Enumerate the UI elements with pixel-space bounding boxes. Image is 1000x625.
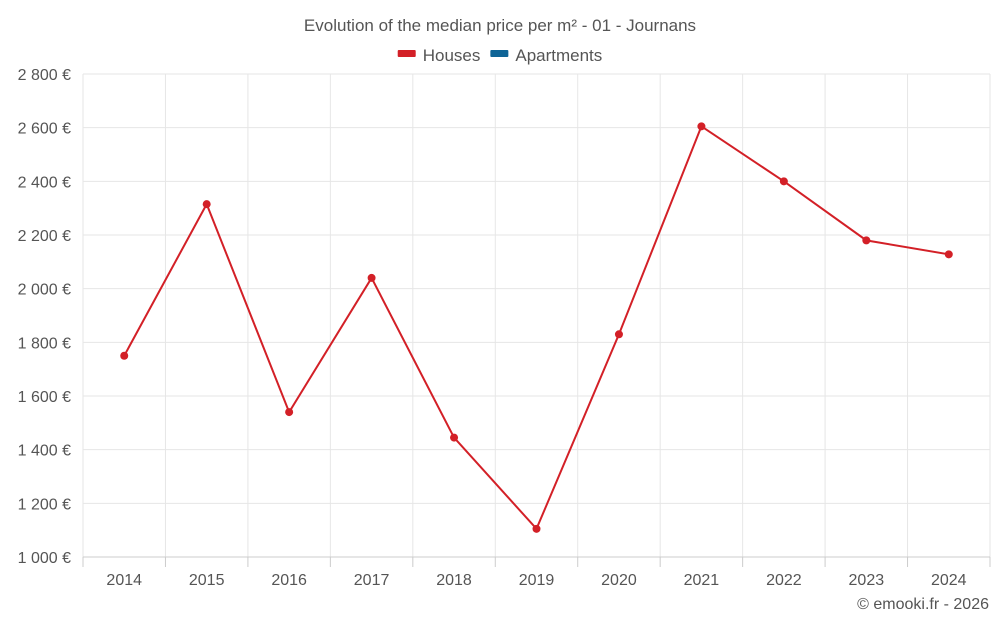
data-point-houses[interactable] xyxy=(614,330,623,339)
credit-text: © emooki.fr - 2026 xyxy=(857,596,989,613)
x-tick-label: 2024 xyxy=(931,572,967,589)
data-point-houses[interactable] xyxy=(862,236,871,245)
x-tick-label: 2015 xyxy=(189,572,225,589)
x-tick-label: 2017 xyxy=(354,572,390,589)
x-tick-label: 2014 xyxy=(106,572,142,589)
data-point-houses[interactable] xyxy=(532,524,541,533)
y-tick-label: 2 600 € xyxy=(18,121,71,138)
y-tick-label: 1 000 € xyxy=(18,550,71,567)
y-tick-label: 2 400 € xyxy=(18,174,71,191)
data-point-houses[interactable] xyxy=(944,250,953,259)
legend-swatch xyxy=(490,50,509,57)
legend-label: Apartments xyxy=(515,46,602,65)
data-point-houses[interactable] xyxy=(120,351,129,360)
chart-title: Evolution of the median price per m² - 0… xyxy=(304,16,696,35)
x-tick-label: 2019 xyxy=(519,572,555,589)
data-point-houses[interactable] xyxy=(367,273,376,282)
data-point-houses[interactable] xyxy=(779,177,788,186)
data-point-houses[interactable] xyxy=(285,408,294,417)
legend-item-apartments[interactable]: Apartments xyxy=(490,46,602,65)
x-tick-label: 2016 xyxy=(271,572,307,589)
gridlines xyxy=(82,73,991,557)
y-tick-label: 1 200 € xyxy=(18,496,71,513)
x-tick-label: 2023 xyxy=(849,572,885,589)
legend: Houses Apartments xyxy=(397,46,602,65)
data-point-houses[interactable] xyxy=(697,122,706,131)
y-tick-label: 2 200 € xyxy=(18,228,71,245)
y-tick-label: 2 800 € xyxy=(18,67,71,84)
y-tick-label: 2 000 € xyxy=(18,282,71,299)
y-tick-label: 1 400 € xyxy=(18,443,71,460)
x-tick-label: 2021 xyxy=(684,572,720,589)
x-tick-label: 2018 xyxy=(436,572,472,589)
legend-item-houses[interactable]: Houses xyxy=(397,46,481,65)
x-axis: 2014 2015 2016 2017 2018 2019 2020 2021 2022 2023… xyxy=(82,556,991,589)
data-point-houses[interactable] xyxy=(202,200,211,209)
series-layer xyxy=(120,122,953,533)
x-tick-label: 2022 xyxy=(766,572,802,589)
y-tick-label: 1 800 € xyxy=(18,335,71,352)
legend-swatch xyxy=(397,50,416,57)
legend-label: Houses xyxy=(423,46,481,65)
x-tick-label: 2020 xyxy=(601,572,637,589)
data-point-houses[interactable] xyxy=(450,433,459,442)
y-axis: 1 000 € 1 200 € 1 400 € 1 600 € 1 800 € 2 000… xyxy=(18,67,71,567)
y-tick-label: 1 600 € xyxy=(18,389,71,406)
